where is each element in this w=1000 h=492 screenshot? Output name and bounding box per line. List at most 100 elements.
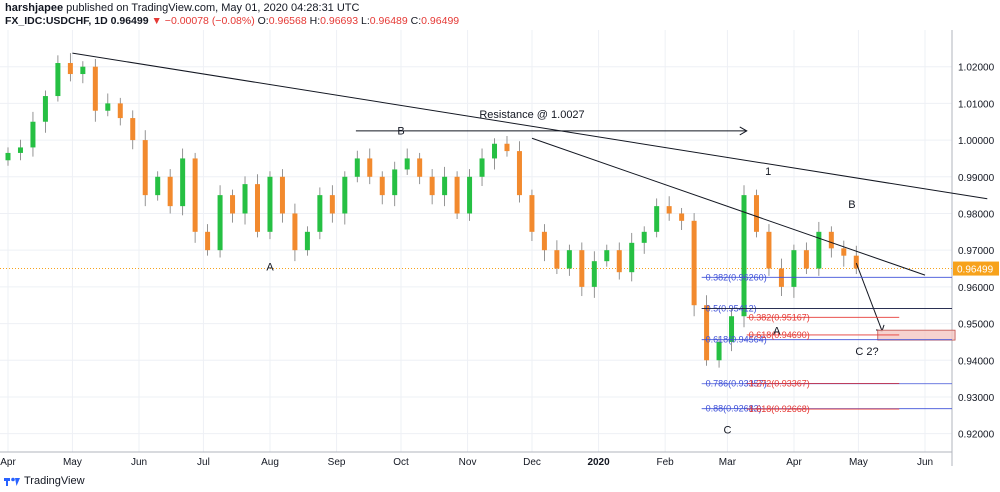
x-tick-label: May — [63, 457, 82, 468]
symbol-label: FX_IDC:USDCHF, 1D — [5, 15, 108, 27]
candle-body — [741, 195, 747, 317]
candle-body — [142, 140, 148, 196]
candle-body — [317, 195, 323, 232]
candle-body — [379, 176, 385, 196]
candle-body — [155, 176, 161, 196]
candle-body — [492, 143, 498, 159]
candle-body — [42, 96, 48, 122]
y-tick-label: 0.96000 — [958, 283, 995, 294]
open-value: 0.96568 — [268, 15, 307, 27]
ohlc-line: FX_IDC:USDCHF, 1D 0.96499 ▼ −0.00078 (−0… — [5, 15, 459, 27]
x-tick-label: Aug — [261, 457, 279, 468]
candle-body — [591, 261, 597, 287]
open-label: O: — [257, 15, 269, 27]
candle-body — [467, 176, 473, 214]
y-tick-label: 1.01000 — [958, 99, 995, 110]
y-tick-label: 0.95000 — [958, 320, 995, 331]
candle-body — [841, 248, 847, 256]
y-tick-label: 1.02000 — [958, 63, 995, 74]
candle-body — [105, 103, 111, 111]
candle-body — [604, 250, 610, 262]
candle-body — [130, 118, 136, 141]
candle-body — [30, 121, 36, 148]
published-text: published on TradingView.com, May 01, 20… — [66, 2, 360, 14]
candle-body — [342, 176, 348, 214]
candle-body — [791, 250, 797, 287]
candle-body — [180, 158, 186, 207]
candle-body — [704, 305, 710, 361]
candle-body — [504, 143, 510, 152]
fib-label-blue: 0.618(0.94564) — [706, 335, 767, 345]
x-tick-label: Dec — [523, 457, 541, 468]
low-value: 0.96489 — [369, 15, 408, 27]
candle-body — [579, 250, 585, 287]
candle-body — [80, 66, 86, 75]
candle-body — [803, 250, 809, 269]
candle-body — [716, 341, 722, 361]
candle-body — [5, 152, 11, 161]
candle-body — [404, 158, 410, 170]
x-tick-label: Jun — [131, 457, 147, 468]
candle-body — [354, 158, 360, 177]
candle-body — [254, 184, 260, 232]
annotation-label: B — [397, 126, 404, 138]
candle-body — [242, 184, 248, 214]
x-tick-label: Sep — [328, 457, 346, 468]
candle-body — [205, 231, 211, 251]
candle-body — [616, 250, 622, 273]
close-value: 0.96499 — [421, 15, 460, 27]
candle-body — [230, 195, 236, 214]
y-tick-label: 0.99000 — [958, 173, 995, 184]
high-label: H: — [309, 15, 321, 27]
annotation-label: A — [266, 261, 274, 273]
short-trendline — [531, 137, 926, 276]
candle-body — [529, 195, 535, 232]
fib-label-red: 1.618(0.92668) — [749, 404, 810, 414]
fib-label-red: 0.382(0.95167) — [749, 312, 810, 322]
candle-body — [853, 255, 859, 269]
candle-body — [641, 231, 647, 243]
candle-body — [392, 169, 398, 196]
annotation-label: C 2? — [855, 346, 878, 358]
fib-label-red: 1.272(0.93367) — [749, 378, 810, 388]
resistance-arrow-head — [739, 126, 748, 136]
chart-header: harshjapee published on TradingView.com,… — [0, 0, 1000, 30]
candle-body — [554, 250, 560, 269]
y-tick-label: 0.92000 — [958, 430, 995, 441]
candle-body — [541, 231, 547, 251]
candle-body — [304, 231, 310, 251]
candle-body — [753, 195, 759, 232]
price-change: ▼ −0.00078 (−0.08%) — [151, 15, 255, 27]
last-price: 0.96499 — [110, 15, 149, 27]
annotation-label: Resistance @ 1.0027 — [479, 109, 584, 121]
candle-body — [429, 176, 435, 196]
x-tick-label: Oct — [393, 457, 409, 468]
close-label: C: — [410, 15, 422, 27]
candle-body — [292, 213, 298, 251]
y-tick-label: 0.97000 — [958, 246, 995, 257]
candle-body — [17, 147, 23, 153]
high-value: 0.96693 — [320, 15, 359, 27]
tradingview-logo-icon — [4, 477, 20, 486]
tradingview-brand[interactable]: TradingView — [24, 475, 85, 487]
low-label: L: — [361, 15, 370, 27]
candle-body — [479, 158, 485, 177]
candle-body — [766, 231, 772, 269]
candle-body — [629, 242, 635, 273]
publisher-line: harshjapee published on TradingView.com,… — [5, 2, 359, 14]
fib-label-red: 0.618(0.94690) — [749, 330, 810, 340]
candle-body — [816, 231, 822, 269]
candle-body — [679, 213, 685, 221]
x-tick-label: Apr — [0, 457, 16, 468]
x-tick-label: May — [849, 457, 868, 468]
fib-label-blue: 0.88(0.92683) — [706, 404, 762, 414]
author-name[interactable]: harshjapee — [5, 2, 64, 14]
annotation-label: C — [723, 425, 731, 437]
y-tick-label: 0.94000 — [958, 356, 995, 367]
candle-body — [67, 63, 73, 75]
candle-body — [367, 158, 373, 177]
annotation-label: A — [773, 326, 781, 338]
candle-body — [192, 158, 198, 232]
x-tick-label: Jun — [917, 457, 933, 468]
